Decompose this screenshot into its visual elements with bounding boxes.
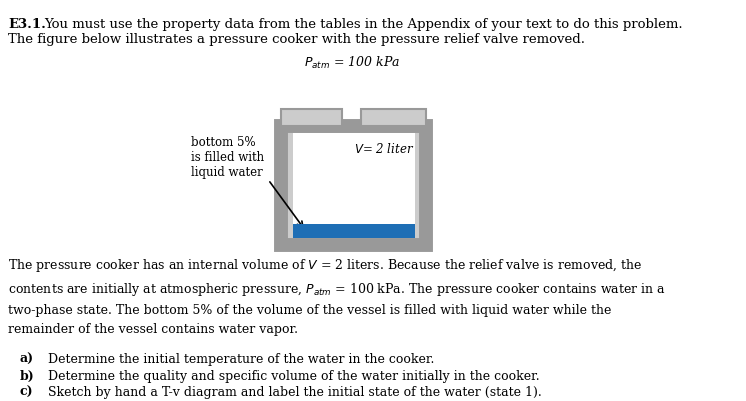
Text: Determine the quality and specific volume of the water initially in the cooker.: Determine the quality and specific volum… — [48, 370, 540, 383]
Text: The pressure cooker has an internal volume of $V$ = 2 liters. Because the relief: The pressure cooker has an internal volu… — [8, 257, 666, 336]
Bar — [361, 109, 427, 126]
Text: bottom 5%
is filled with
liquid water: bottom 5% is filled with liquid water — [191, 136, 264, 179]
Text: E3.1.: E3.1. — [8, 18, 46, 31]
Bar — [281, 126, 427, 245]
Text: Determine the initial temperature of the water in the cooker.: Determine the initial temperature of the… — [48, 353, 435, 367]
Text: Sketch by hand a T-v diagram and label the initial state of the water (state 1).: Sketch by hand a T-v diagram and label t… — [48, 386, 542, 399]
Text: $V$= 2 liter: $V$= 2 liter — [354, 142, 414, 156]
Bar — [292, 134, 415, 238]
Text: c): c) — [19, 386, 33, 399]
Text: a): a) — [19, 353, 34, 367]
Bar — [292, 224, 415, 238]
Text: b): b) — [19, 370, 34, 383]
Bar — [281, 109, 342, 126]
Text: The figure below illustrates a pressure cooker with the pressure relief valve re: The figure below illustrates a pressure … — [8, 33, 586, 46]
Text: You must use the property data from the tables in the Appendix of your text to d: You must use the property data from the … — [44, 18, 683, 31]
Text: $P_{atm}$ = 100 kPa: $P_{atm}$ = 100 kPa — [304, 55, 400, 71]
